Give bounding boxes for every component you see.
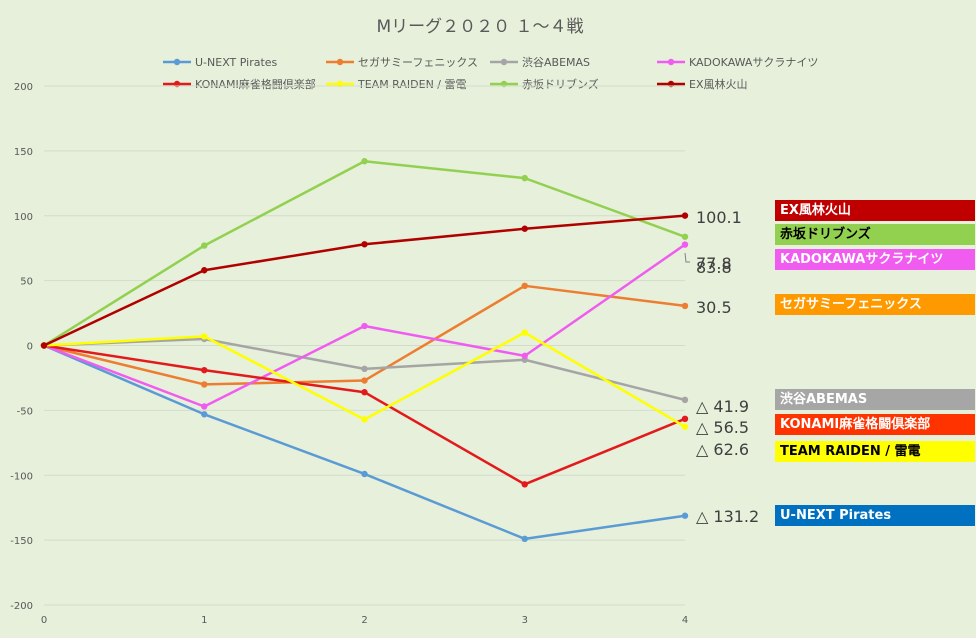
team-tag: KADOKAWAサクラナイツ bbox=[775, 249, 975, 270]
data-point bbox=[521, 282, 528, 290]
data-point bbox=[521, 535, 528, 543]
legend: U-NEXT Pirates セガサミーフェニックス 渋谷ABEMAS KADOKAW… bbox=[163, 56, 818, 91]
data-point bbox=[40, 342, 48, 349]
data-point bbox=[681, 396, 689, 404]
legend-label: KADOKAWAサクラナイツ bbox=[689, 56, 818, 69]
data-point bbox=[681, 302, 689, 310]
legend-label: TEAM RAIDEN / 雷電 bbox=[357, 78, 467, 91]
data-point bbox=[361, 470, 368, 478]
y-tick-label: -100 bbox=[10, 471, 33, 482]
data-point bbox=[201, 381, 208, 388]
team-tag: セガサミーフェニックス bbox=[775, 294, 975, 315]
data-point bbox=[361, 389, 368, 396]
end-value-label: 83.8 bbox=[696, 258, 732, 277]
legend-label: セガサミーフェニックス bbox=[358, 56, 478, 69]
y-tick-label: -50 bbox=[17, 406, 33, 417]
legend-label: KONAMI麻雀格闘倶楽部 bbox=[195, 77, 316, 91]
y-tick-label: 100 bbox=[14, 212, 33, 223]
data-point bbox=[521, 225, 528, 232]
end-value-label: 77.8 bbox=[696, 254, 732, 273]
legend-label: U-NEXT Pirates bbox=[195, 56, 278, 69]
y-tick-label: 200 bbox=[14, 82, 33, 93]
end-value-label: △ 56.5 bbox=[696, 418, 749, 437]
legend-label: 渋谷ABEMAS bbox=[522, 56, 590, 69]
data-point bbox=[361, 377, 368, 384]
data-point bbox=[521, 329, 528, 336]
x-axis: 0 1 2 3 4 bbox=[41, 615, 688, 626]
end-value-label: △ 131.2 bbox=[696, 507, 759, 526]
data-point bbox=[681, 415, 689, 423]
y-tick-label: -150 bbox=[10, 536, 33, 547]
team-tag: 渋谷ABEMAS bbox=[775, 389, 975, 410]
team-tag: KONAMI麻雀格闘倶楽部 bbox=[775, 414, 975, 435]
series-line bbox=[43, 344, 686, 541]
x-tick-label: 0 bbox=[41, 615, 47, 626]
data-point bbox=[361, 322, 368, 330]
team-tag: U-NEXT Pirates bbox=[775, 505, 975, 526]
data-point bbox=[361, 241, 368, 248]
data-point bbox=[201, 333, 208, 340]
label-connector bbox=[684, 252, 690, 263]
end-value-label: 100.1 bbox=[696, 208, 742, 227]
end-value-labels: 100.1 83.877.8 30.5 △ 41.9 △ 56.5 △ 62.6 △ 131… bbox=[684, 208, 759, 526]
legend-marker bbox=[336, 58, 344, 66]
data-point bbox=[681, 512, 689, 519]
y-tick-label: 150 bbox=[14, 147, 33, 158]
y-tick-label: 50 bbox=[20, 277, 33, 288]
legend-label: 赤坂ドリブンズ bbox=[522, 77, 599, 91]
data-point bbox=[201, 267, 208, 274]
data-point bbox=[201, 366, 208, 374]
y-axis: 200 150 100 50 0 -50 -100 -150 -200 bbox=[10, 82, 33, 612]
team-tag: TEAM RAIDEN / 雷電 bbox=[775, 441, 975, 462]
data-point bbox=[521, 481, 528, 488]
x-tick-label: 3 bbox=[522, 615, 528, 626]
chart-title: Mリーグ２０２０ １～４戦 bbox=[376, 17, 583, 37]
series-line bbox=[43, 160, 686, 347]
data-point bbox=[201, 242, 208, 249]
data-point bbox=[201, 403, 208, 410]
team-tag: EX風林火山 bbox=[775, 200, 975, 221]
data-point bbox=[201, 411, 208, 418]
legend-label: EX風林火山 bbox=[689, 77, 748, 91]
data-point bbox=[681, 233, 689, 240]
data-point bbox=[681, 423, 689, 430]
y-tick-label: -200 bbox=[10, 601, 33, 612]
data-point bbox=[361, 416, 368, 423]
legend-marker bbox=[500, 58, 508, 66]
x-tick-label: 1 bbox=[201, 615, 207, 626]
legend-marker bbox=[667, 58, 675, 66]
data-point bbox=[361, 158, 368, 165]
y-tick-label: 0 bbox=[27, 342, 33, 353]
data-point bbox=[521, 352, 528, 360]
end-value-label: 30.5 bbox=[696, 298, 732, 317]
end-value-label: △ 62.6 bbox=[696, 440, 749, 459]
data-point bbox=[681, 212, 689, 219]
team-tag: 赤坂ドリブンズ bbox=[775, 224, 975, 245]
x-tick-label: 4 bbox=[682, 615, 688, 626]
x-tick-label: 2 bbox=[361, 615, 367, 626]
data-point bbox=[361, 365, 368, 373]
data-point bbox=[521, 174, 528, 182]
data-point bbox=[681, 241, 689, 248]
end-value-label: △ 41.9 bbox=[696, 397, 749, 416]
legend-marker bbox=[173, 58, 181, 66]
series-lines bbox=[40, 158, 689, 543]
